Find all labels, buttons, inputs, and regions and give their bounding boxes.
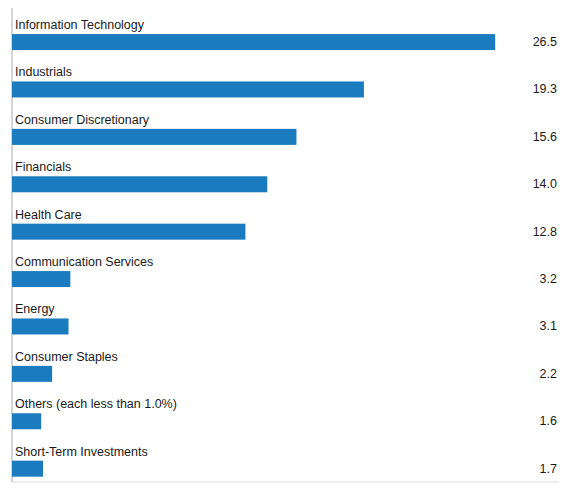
value-label: 3.1 <box>540 319 557 333</box>
range-line <box>12 482 559 483</box>
bar <box>12 461 43 477</box>
value-label: 1.6 <box>540 414 557 428</box>
value-label: 14.0 <box>533 177 557 191</box>
bar <box>12 318 69 334</box>
bars <box>12 34 495 477</box>
value-label: 1.7 <box>540 462 557 476</box>
category-label: Information Technology <box>15 18 145 32</box>
labels: Short-Term Investments 1.7 Others (each le… <box>15 18 557 476</box>
category-label: Consumer Discretionary <box>15 113 150 127</box>
bar <box>12 366 52 382</box>
category-label: Health Care <box>15 208 82 222</box>
category-label: Consumer Staples <box>15 350 118 364</box>
value-label: 3.2 <box>540 272 557 286</box>
value-label: 26.5 <box>533 35 557 49</box>
bar <box>12 224 245 240</box>
bar <box>12 81 364 97</box>
bar <box>12 271 70 287</box>
value-label: 12.8 <box>533 225 557 239</box>
category-label: Others (each less than 1.0%) <box>15 397 177 411</box>
category-label: Financials <box>15 160 71 174</box>
chart: Short-Term Investments 1.7 Others (each le… <box>0 0 573 496</box>
value-label: 2.2 <box>540 367 557 381</box>
bar <box>12 176 267 192</box>
bar <box>12 34 495 50</box>
value-label: 15.6 <box>533 130 557 144</box>
axis-line <box>12 8 13 482</box>
chart-container: Short-Term Investments 1.7 Others (each le… <box>0 0 573 496</box>
bar <box>12 129 296 145</box>
category-label: Industrials <box>15 65 72 79</box>
category-label: Short-Term Investments <box>15 445 148 459</box>
category-label: Energy <box>15 302 55 316</box>
bar <box>12 413 41 429</box>
category-label: Communication Services <box>15 255 153 269</box>
value-label: 19.3 <box>533 82 557 96</box>
